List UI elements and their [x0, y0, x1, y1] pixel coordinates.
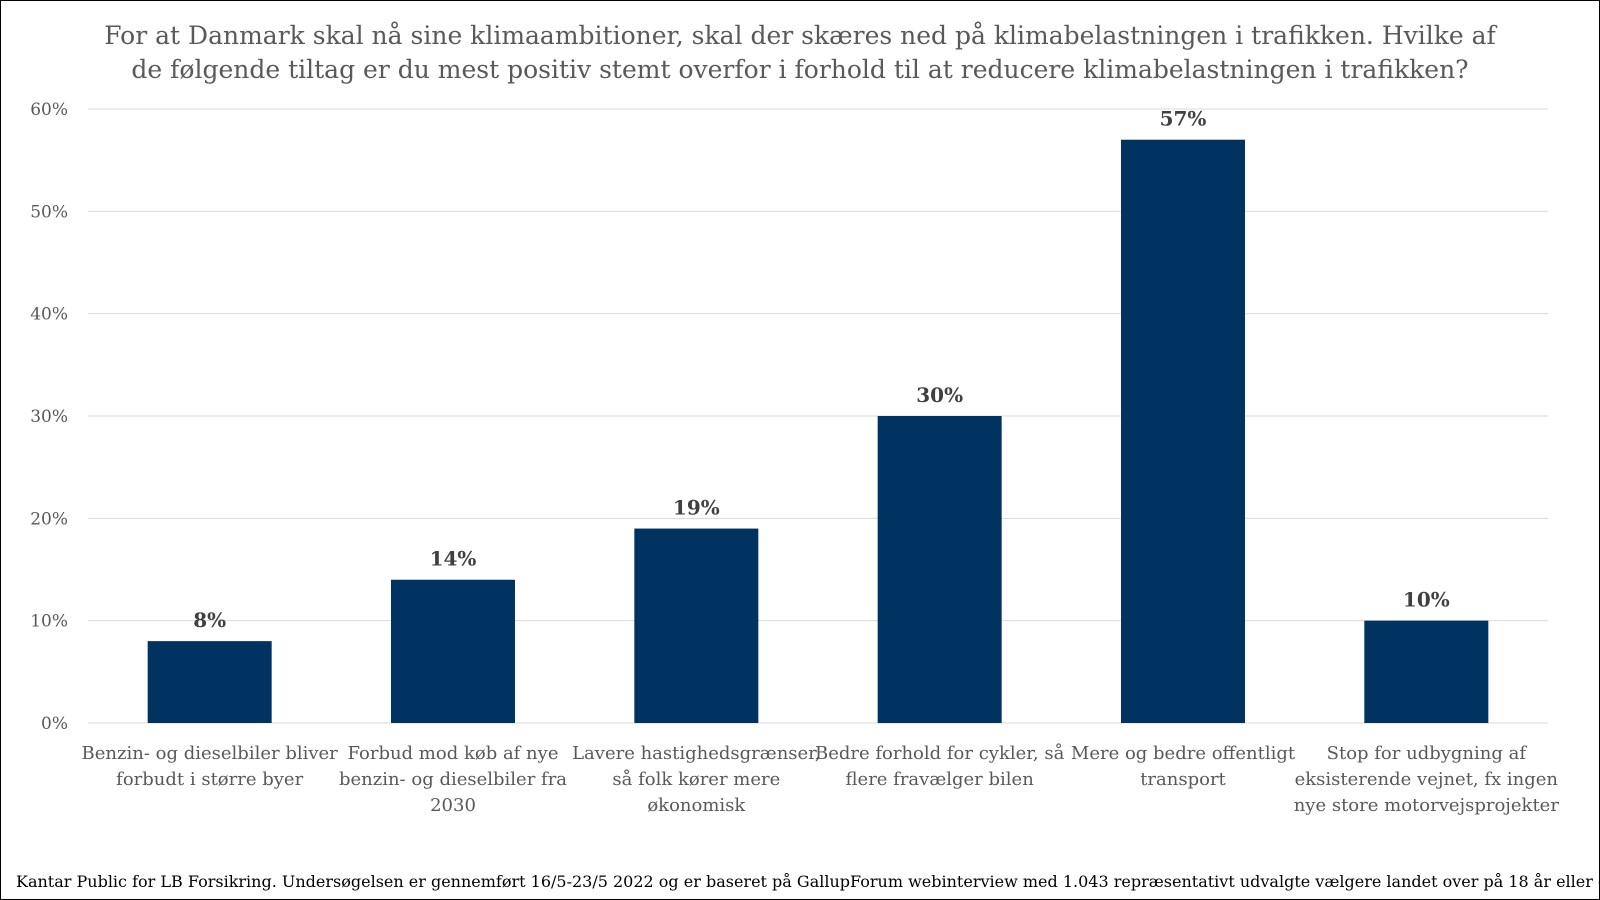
bar	[391, 579, 515, 723]
data-label: 10%	[1403, 588, 1450, 612]
data-label: 14%	[430, 547, 477, 571]
y-tick-label: 0%	[41, 714, 68, 734]
x-tick-label: Forbud mod køb af nye	[348, 743, 559, 764]
y-tick-label: 30%	[30, 407, 68, 427]
y-tick-label: 60%	[30, 100, 68, 120]
bar	[634, 528, 759, 723]
x-tick-label: Benzin- og dieselbiler bliver	[82, 743, 339, 764]
data-label: 19%	[673, 496, 720, 520]
x-tick-label: så folk kører mere	[612, 768, 780, 790]
x-tick-label: 2030	[430, 795, 476, 816]
data-label: 8%	[193, 608, 226, 632]
bar	[1364, 620, 1489, 723]
chart-title-line-2: de følgende tiltag er du mest positiv st…	[131, 55, 1469, 84]
y-tick-label: 50%	[30, 202, 68, 222]
x-tick-label: flere fravælger bilen	[846, 769, 1035, 790]
bar	[877, 416, 1002, 723]
x-tick-label: Stop for udbygning af	[1327, 743, 1528, 764]
x-tick-label: Lavere hastighedsgrænser,	[572, 743, 820, 764]
data-label: 30%	[916, 383, 963, 407]
data-label: 57%	[1160, 107, 1207, 131]
y-tick-label: 20%	[30, 509, 68, 529]
x-tick-label: økonomisk	[647, 795, 746, 816]
y-tick-label: 10%	[30, 612, 68, 632]
x-tick-label: benzin- og dieselbiler fra	[339, 769, 567, 790]
bar	[147, 641, 272, 723]
x-tick-label: Mere og bedre offentligt	[1071, 743, 1296, 764]
x-tick-label: forbudt i større byer	[116, 769, 303, 790]
y-tick-label: 40%	[30, 305, 68, 325]
chart-title-line-1: For at Danmark skal nå sine klimaambitio…	[104, 21, 1496, 50]
source-footnote: Kantar Public for LB Forsikring. Undersø…	[16, 872, 1600, 891]
x-tick-label: eksisterende vejnet, fx ingen	[1295, 769, 1559, 790]
x-tick-label: Bedre forhold for cykler, så	[815, 742, 1065, 764]
x-tick-label: transport	[1140, 769, 1226, 790]
x-tick-label: nye store motorvejsprojekter	[1294, 795, 1560, 816]
bar	[1121, 139, 1245, 723]
